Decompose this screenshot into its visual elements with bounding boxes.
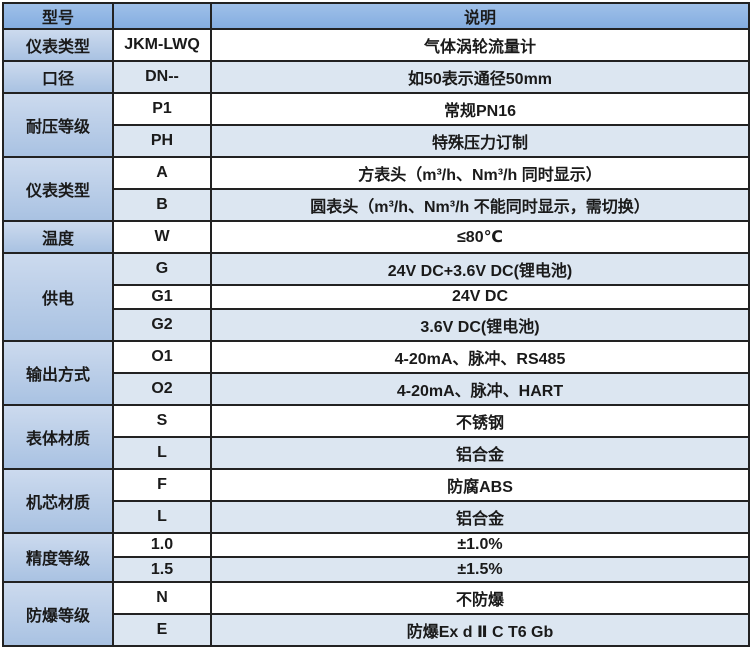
code-cell: A (112, 155, 212, 190)
code-cell: S (112, 404, 212, 439)
header-code (112, 2, 212, 30)
description-cell: 方表头（m³/h、Nm³/h 同时显示） (210, 155, 750, 190)
code-cell: N (112, 581, 212, 615)
code-cell: 1.0 (112, 531, 212, 559)
description-cell: 不防爆 (210, 581, 750, 615)
code-cell: W (112, 219, 212, 254)
header-description: 说明 (210, 2, 750, 30)
description-cell: 4-20mA、脉冲、RS485 (210, 340, 750, 375)
code-cell: G2 (112, 308, 212, 343)
table-row: 机芯材质 F 防腐ABS (2, 467, 750, 534)
code-cell: O2 (112, 372, 212, 407)
category-cell: 耐压等级 (2, 91, 114, 158)
category-cell: 输出方式 (2, 340, 114, 407)
table-row: 表体材质 S 不锈钢 (2, 404, 750, 470)
code-cell: G1 (112, 283, 212, 311)
description-cell: ±1.5% (210, 556, 750, 584)
table-row: B 圆表头（m³/h、Nm³/h 不能同时显示，需切换） (3, 187, 750, 222)
description-cell: ≤80℃ (210, 219, 750, 254)
description-cell: 铝合金 (210, 499, 750, 534)
description-cell: 不锈钢 (210, 404, 750, 439)
code-cell: PH (112, 123, 212, 158)
table-row: 仪表类型 JKM-LWQ 气体涡轮流量计 (2, 28, 750, 62)
category-cell: 仪表类型 (2, 28, 114, 62)
description-cell: 24V DC+3.6V DC(锂电池) (210, 251, 750, 286)
table-row: 1.5 ±1.5% (3, 556, 750, 584)
description-cell: ±1.0% (210, 531, 750, 559)
table-row: 精度等级 1.0 ±1.0% (2, 531, 750, 584)
description-cell: 24V DC (210, 283, 750, 311)
description-cell: 3.6V DC(锂电池) (210, 308, 750, 343)
table-row: E 防爆Ex d Ⅱ C T6 Gb (3, 612, 750, 648)
category-cell: 表体材质 (2, 404, 114, 470)
table-row: L 铝合金 (3, 436, 750, 470)
table-row: L 铝合金 (3, 499, 750, 534)
table-body: 仪表类型 JKM-LWQ 气体涡轮流量计 口径 DN-- 如50表示通径50mm 耐压等级 P… (2, 28, 750, 648)
description-cell: 如50表示通径50mm (210, 59, 750, 94)
table-row: 供电 G 24V DC+3.6V DC(锂电池) (2, 251, 750, 343)
table-row: 耐压等级 P1 常规PN16 (2, 91, 750, 158)
code-cell: P1 (112, 91, 212, 126)
code-cell: F (112, 467, 212, 502)
description-cell: 特殊压力订制 (210, 123, 750, 158)
code-cell: JKM-LWQ (112, 28, 212, 62)
code-cell: L (112, 436, 212, 470)
table-row: G2 3.6V DC(锂电池) (3, 308, 750, 343)
table-row: 仪表类型 A 方表头（m³/h、Nm³/h 同时显示） (2, 155, 750, 222)
category-cell: 精度等级 (2, 531, 114, 584)
description-cell: 圆表头（m³/h、Nm³/h 不能同时显示，需切换） (210, 187, 750, 222)
code-cell: B (112, 187, 212, 222)
table-row: 温度 W ≤80℃ (2, 219, 750, 254)
table-row: 口径 DN-- 如50表示通径50mm (2, 59, 750, 94)
table-header-row: 型号 说明 (2, 2, 750, 30)
category-cell: 防爆等级 (2, 581, 114, 647)
code-cell: G (112, 251, 212, 286)
description-cell: 铝合金 (210, 436, 750, 470)
table-row: O2 4-20mA、脉冲、HART (3, 372, 750, 407)
category-cell: 口径 (2, 59, 114, 94)
code-cell: 1.5 (112, 556, 212, 584)
description-cell: 防腐ABS (210, 467, 750, 502)
category-cell: 仪表类型 (2, 155, 114, 222)
table-row: 输出方式 O1 4-20mA、脉冲、RS485 (2, 340, 750, 407)
category-cell: 机芯材质 (2, 467, 114, 534)
category-cell: 温度 (2, 219, 114, 254)
category-cell: 供电 (2, 251, 114, 343)
code-cell: O1 (112, 340, 212, 375)
description-cell: 防爆Ex d Ⅱ C T6 Gb (210, 612, 750, 648)
code-cell: DN-- (112, 59, 212, 94)
description-cell: 4-20mA、脉冲、HART (210, 372, 750, 407)
description-cell: 气体涡轮流量计 (210, 28, 750, 62)
table-row: PH 特殊压力订制 (3, 123, 750, 158)
description-cell: 常规PN16 (210, 91, 750, 126)
header-model: 型号 (2, 2, 114, 30)
code-cell: L (112, 499, 212, 534)
code-cell: E (112, 612, 212, 648)
table-row: G1 24V DC (3, 283, 750, 311)
table-row: 防爆等级 N 不防爆 (2, 581, 750, 647)
